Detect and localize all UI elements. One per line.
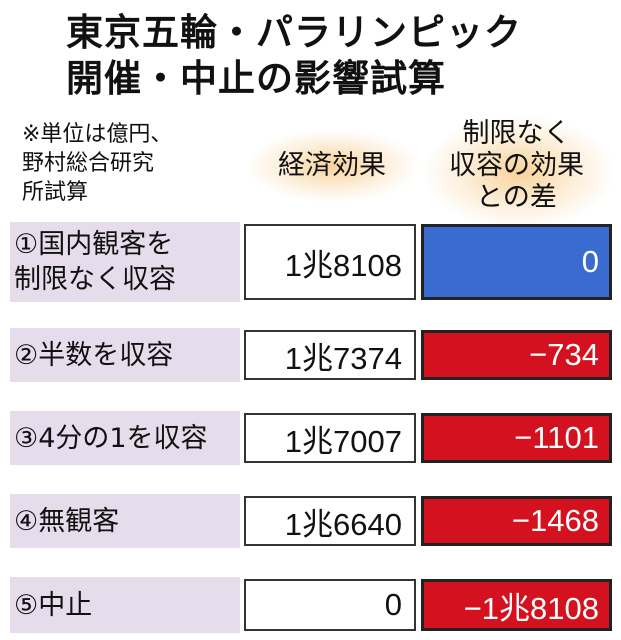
row-label: ④無観客 [10, 494, 240, 548]
unit-note-line: 所試算 [22, 180, 89, 205]
economic-effect-value: 1兆7007 [244, 413, 416, 463]
header-economic-effect: 経済効果 [278, 150, 386, 181]
row-label-line: ④無観客 [14, 505, 120, 537]
row-label: ③4分の1を収容 [10, 411, 240, 465]
row-label-line: ①国内観客を [14, 229, 174, 260]
row-label-line: ⑤中止 [14, 589, 93, 621]
economic-effect-value: 0 [244, 579, 416, 631]
row-label: ②半数を収容 [10, 328, 240, 382]
chart-title-line1: 東京五輪・パラリンピック [66, 11, 522, 54]
difference-value: −734 [421, 330, 612, 380]
difference-value: −1101 [421, 413, 612, 463]
row-label-line: ②半数を収容 [14, 339, 174, 371]
header-glow [424, 116, 614, 228]
difference-value: 0 [421, 224, 612, 300]
row-label: ①国内観客を 制限なく収容 [10, 222, 240, 302]
chart-title-line2: 開催・中止の影響試算 [66, 57, 446, 100]
economic-effect-value: 1兆8108 [244, 224, 416, 300]
unit-note-line: ※単位は億円、 [22, 122, 173, 147]
header-difference-line: 収容の効果 [449, 150, 584, 181]
difference-value: −1468 [421, 496, 612, 546]
header-difference: 制限なく 収容の効果 との差 [421, 118, 612, 214]
row-label-line: ③4分の1を収容 [14, 422, 208, 454]
economic-effect-value: 1兆7374 [244, 330, 416, 380]
row-label-line: 制限なく収容 [14, 264, 176, 295]
header-difference-line: との差 [476, 182, 557, 213]
header-difference-line: 制限なく [462, 118, 571, 149]
row-label: ⑤中止 [10, 577, 240, 633]
economic-effect-value: 1兆6640 [244, 496, 416, 546]
unit-note-line: 野村総合研究 [22, 151, 155, 176]
difference-value: −1兆8108 [421, 579, 612, 631]
header-glow [248, 130, 418, 202]
unit-note: ※単位は億円、 野村総合研究 所試算 [22, 120, 244, 207]
